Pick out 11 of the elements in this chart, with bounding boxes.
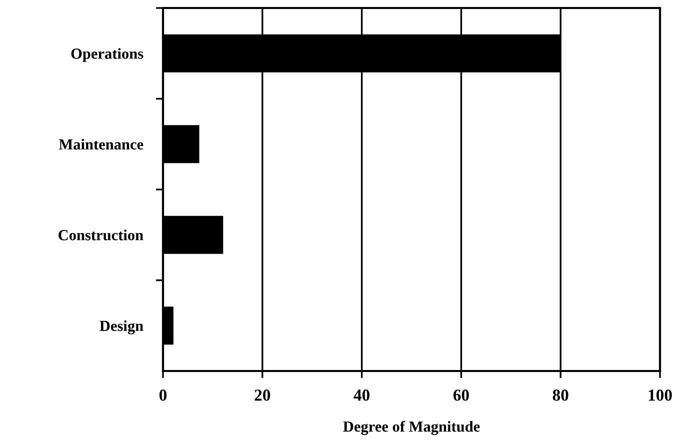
x-tick-label: 40 xyxy=(354,390,370,401)
y-tick-label: Maintenance xyxy=(58,138,144,150)
x-tick-label: 100 xyxy=(648,390,672,401)
x-tick-label: 60 xyxy=(453,390,469,401)
y-tick-label: Operations xyxy=(71,48,144,62)
x-tick-label: 80 xyxy=(552,390,568,401)
x-tick-label: 0 xyxy=(159,390,167,401)
x-tick-label: 20 xyxy=(254,390,270,401)
y-tick-label: Design xyxy=(100,320,144,334)
x-axis-title: Degree of Magnitude xyxy=(343,420,480,435)
y-tick-label: Construction xyxy=(58,230,144,240)
